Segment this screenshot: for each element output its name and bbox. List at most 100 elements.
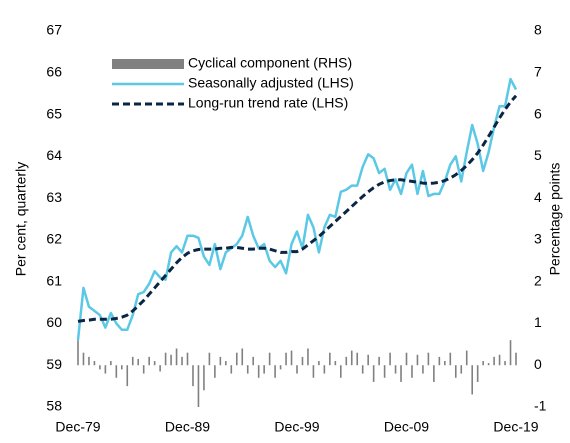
bar [340, 365, 342, 378]
bar [416, 354, 419, 366]
y-tick-label: 62 [46, 231, 62, 247]
bar [389, 352, 391, 366]
bar [460, 365, 463, 374]
bar [449, 352, 452, 366]
x-tick-label: Dec-99 [274, 419, 319, 435]
bar [378, 356, 380, 366]
bar [405, 352, 408, 366]
y-tick-label: 58 [46, 398, 62, 414]
y2-tick-label: -1 [534, 398, 547, 414]
legend-label: Long-run trend rate (LHS) [188, 95, 348, 111]
bar [219, 356, 222, 366]
bar [170, 354, 172, 366]
bar [164, 352, 167, 366]
y-tick-label: 64 [46, 147, 62, 163]
bar [181, 356, 183, 366]
y2-tick-label: 7 [534, 63, 542, 79]
legend-swatch [112, 59, 184, 69]
bar [142, 365, 145, 374]
bar [444, 361, 446, 366]
bar [329, 352, 331, 366]
y-tick-label: 63 [46, 189, 62, 205]
bar [208, 352, 211, 366]
x-tick-label: Dec-19 [493, 419, 538, 435]
bar [515, 352, 517, 366]
x-tick-label: Dec-89 [165, 419, 210, 435]
bar [131, 356, 134, 366]
bar [274, 365, 276, 378]
bar [203, 365, 205, 391]
y2-tick-label: 8 [534, 22, 542, 38]
data-line [76, 77, 518, 341]
bar [137, 358, 140, 366]
bar [263, 365, 265, 374]
bar [104, 365, 107, 374]
bar [290, 350, 293, 366]
bar [186, 352, 189, 366]
bar [257, 365, 260, 378]
bar [433, 365, 435, 382]
bar [279, 365, 282, 370]
trend-line [77, 94, 518, 323]
bar [192, 365, 194, 387]
bar [482, 361, 484, 366]
y2-tick-label: 2 [534, 272, 542, 288]
bar [422, 365, 424, 374]
y2-tick-label: 1 [534, 314, 542, 330]
bar [153, 361, 156, 366]
bar [498, 354, 501, 366]
bar [383, 365, 386, 378]
bar [323, 365, 326, 374]
bar [465, 350, 468, 366]
bar [345, 356, 348, 366]
bar [356, 352, 359, 366]
bar [350, 350, 353, 366]
bar [438, 356, 441, 366]
y2-tick-label: 6 [534, 105, 542, 121]
bar [77, 340, 79, 366]
y-tick-label: 65 [46, 105, 62, 121]
bar [372, 365, 375, 382]
y2-axis-label: Percentage points [547, 163, 563, 276]
bar [88, 356, 90, 366]
bar [235, 352, 238, 366]
bar [493, 356, 495, 366]
bar [126, 365, 129, 387]
y-tick-label: 67 [46, 22, 62, 38]
bar [82, 352, 85, 366]
bar [148, 356, 150, 366]
bar [411, 365, 413, 378]
bar [471, 365, 473, 395]
bar [268, 352, 271, 366]
bar [504, 361, 506, 366]
y-tick-label: 66 [46, 63, 62, 79]
bar [400, 365, 402, 382]
bar [312, 365, 315, 378]
bar [334, 361, 337, 366]
y-tick-label: 61 [46, 272, 62, 288]
bar [99, 365, 101, 370]
bar [285, 352, 287, 366]
legend-label: Cyclical component (RHS) [188, 55, 352, 71]
y2-tick-label: 4 [534, 189, 542, 205]
y-axis-label: Per cent, quarterly [13, 162, 29, 276]
bar [301, 356, 304, 366]
bar [110, 361, 112, 366]
bar [318, 361, 320, 366]
bar [394, 365, 397, 374]
bar [121, 365, 123, 370]
y-tick-label: 59 [46, 356, 62, 372]
bar [241, 348, 244, 366]
x-tick-label: Dec-09 [384, 419, 429, 435]
bar [115, 365, 118, 378]
y2-tick-label: 0 [534, 356, 542, 372]
bar [307, 348, 309, 366]
legend-label: Seasonally adjusted (LHS) [188, 75, 354, 91]
bar [230, 365, 233, 374]
bar [225, 361, 227, 366]
bar [361, 365, 364, 374]
bar [427, 352, 430, 366]
bar [159, 365, 161, 372]
bar [476, 365, 479, 382]
bar [93, 361, 96, 366]
